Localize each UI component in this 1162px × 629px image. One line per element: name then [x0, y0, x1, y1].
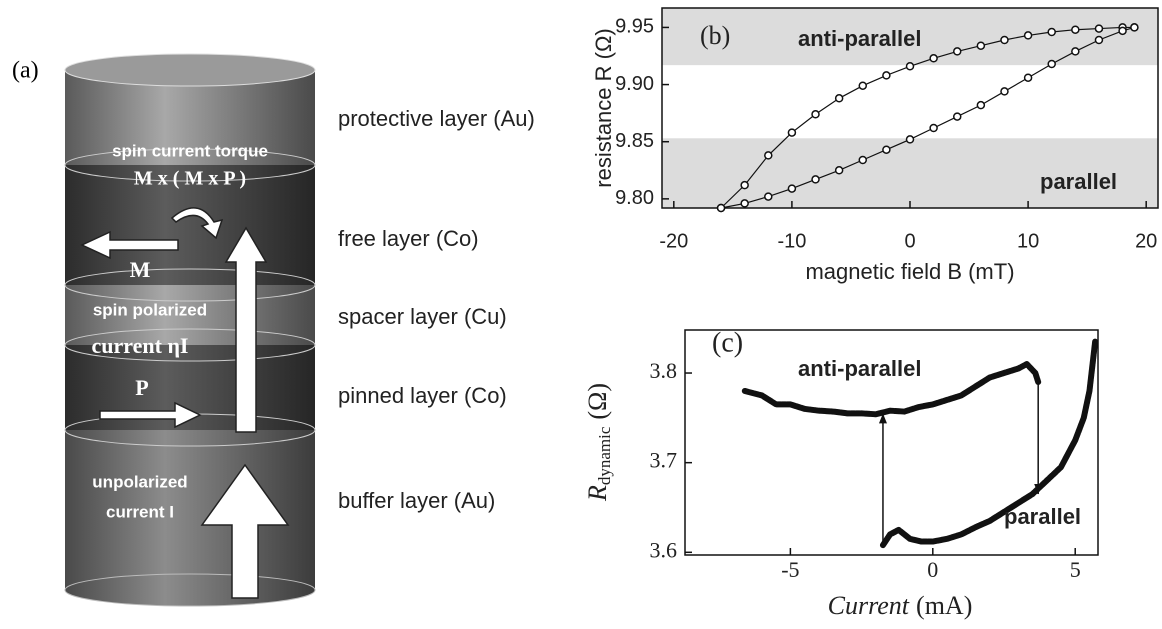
x-axis-title: magnetic field B (mT): [805, 259, 1014, 284]
point: [836, 167, 843, 174]
annotation: parallel: [1004, 504, 1081, 529]
inner-text: spin polarized: [93, 300, 207, 319]
point: [954, 113, 961, 120]
inner-text: current ηI: [91, 333, 188, 358]
y-axis-title: resistance R (Ω): [591, 28, 616, 187]
x-axis-title: Current(mA): [828, 591, 973, 620]
annotation: anti-parallel: [798, 356, 921, 381]
point: [1048, 29, 1055, 36]
y-axis-title-main: R: [583, 485, 612, 502]
layer-label: protective layer (Au): [338, 106, 535, 131]
point: [954, 48, 961, 55]
layer-label: pinned layer (Co): [338, 383, 507, 408]
y-tick-label: 3.6: [650, 537, 678, 562]
point: [1131, 24, 1138, 31]
figure: (a) protective layer (Au) free layer (Co…: [0, 0, 1162, 629]
point: [1095, 37, 1102, 44]
x-tick-label: -5: [781, 557, 799, 582]
point: [1025, 32, 1032, 39]
point: [859, 82, 866, 89]
layer-label: free layer (Co): [338, 226, 479, 251]
x-axis-title-main: Current: [828, 591, 910, 620]
x-tick-label: 0: [927, 557, 938, 582]
point: [883, 146, 890, 153]
y-axis-unit: (Ω): [583, 383, 612, 420]
annotation: parallel: [1040, 169, 1117, 194]
point: [1001, 37, 1008, 44]
y-tick-label: 9.90: [615, 73, 654, 95]
point: [1072, 26, 1079, 33]
y-tick-label: 3.8: [650, 358, 678, 383]
inner-text: current I: [106, 502, 174, 521]
y-axis-subscript: dynamic: [595, 426, 614, 485]
x-tick-label: 5: [1070, 557, 1081, 582]
point: [741, 182, 748, 189]
point: [907, 136, 914, 143]
point: [741, 200, 748, 207]
x-tick-label: 10: [1017, 230, 1039, 252]
annotation: anti-parallel: [798, 26, 921, 51]
panel-label: (c): [712, 327, 743, 358]
inner-text: unpolarized: [92, 472, 187, 491]
point: [812, 111, 819, 118]
x-tick-label: 0: [904, 230, 915, 252]
point: [765, 193, 772, 200]
x-tick-label: -20: [659, 230, 688, 252]
layer-label: spacer layer (Cu): [338, 304, 507, 329]
inner-text: spin current torque: [112, 141, 268, 160]
panel-label: (a): [12, 58, 39, 84]
point: [765, 152, 772, 159]
point: [836, 95, 843, 102]
layer-label: buffer layer (Au): [338, 488, 495, 513]
point: [788, 185, 795, 192]
y-tick-label: 9.95: [615, 16, 654, 38]
inner-text: P: [135, 375, 148, 400]
point: [907, 63, 914, 70]
point: [718, 205, 725, 212]
point: [883, 72, 890, 79]
point: [977, 42, 984, 49]
x-tick-label: 20: [1135, 230, 1157, 252]
inner-text: M: [130, 257, 151, 282]
y-tick-label: 9.80: [615, 187, 654, 209]
x-axis-unit: (mA): [916, 591, 972, 620]
inner-text: M x ( M x P ): [134, 168, 246, 190]
point: [1072, 48, 1079, 55]
point: [1001, 88, 1008, 95]
y-axis-title: Rdynamic (Ω): [583, 383, 614, 502]
point: [930, 125, 937, 132]
point: [788, 129, 795, 136]
point: [1048, 61, 1055, 68]
x-tick-label: -10: [777, 230, 806, 252]
point: [930, 55, 937, 62]
y-tick-label: 3.7: [650, 448, 678, 473]
panel-label: (b): [700, 21, 730, 50]
point: [1025, 74, 1032, 81]
point: [1119, 27, 1126, 34]
y-tick-label: 9.85: [615, 130, 654, 152]
point: [859, 157, 866, 164]
point: [812, 176, 819, 183]
point: [977, 102, 984, 109]
point: [1095, 25, 1102, 32]
